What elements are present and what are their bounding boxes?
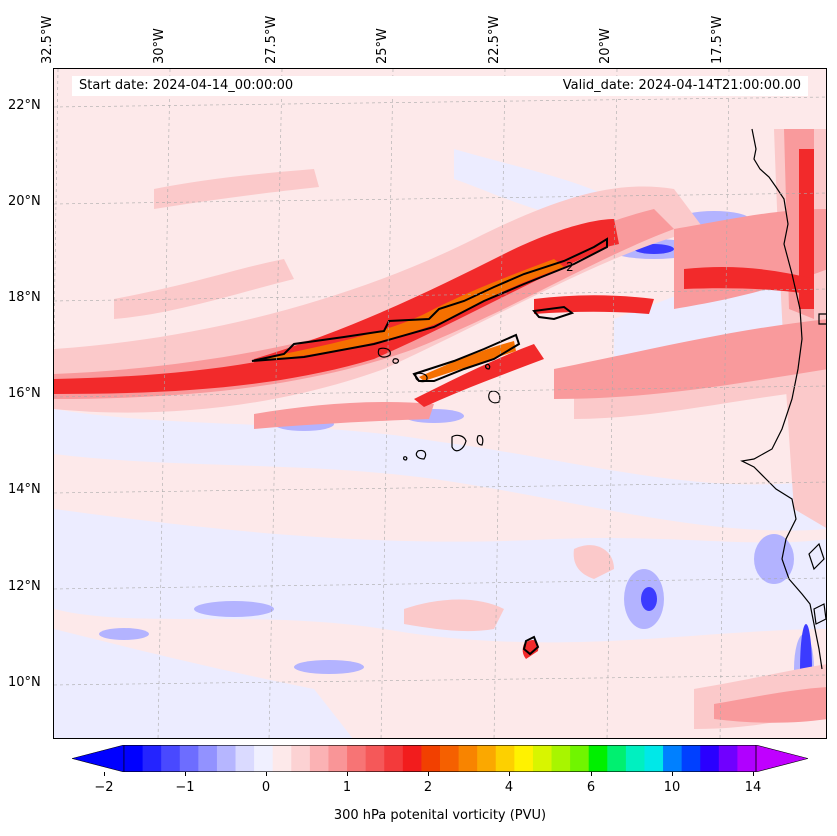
colorbar-tick-label: 14 <box>744 780 762 795</box>
colorbar-swatch <box>384 745 404 772</box>
lon-label: 32.5°W <box>40 15 55 64</box>
colorbar-swatch <box>495 745 515 772</box>
colorbar-swatch <box>644 745 664 772</box>
colorbar-tickmark <box>591 772 592 776</box>
lat-label: 14°N <box>8 482 41 497</box>
colorbar-swatch <box>235 745 255 772</box>
colorbar-swatch <box>402 745 422 772</box>
colorbar-swatch <box>124 745 144 772</box>
lon-label: 20°W <box>598 28 613 64</box>
colorbar-swatch <box>551 745 571 772</box>
colorbar-tickmark <box>266 772 267 776</box>
colorbar-tick-label: 1 <box>342 780 352 795</box>
colorbar-swatch <box>328 745 348 772</box>
colorbar <box>70 744 810 773</box>
colorbar-outline <box>123 745 757 772</box>
colorbar-swatch <box>607 745 627 772</box>
colorbar-swatch <box>477 745 497 772</box>
colorbar-swatch <box>570 745 590 772</box>
colorbar-tick-label: 2 <box>423 780 433 795</box>
colorbar-extend-high <box>755 744 810 773</box>
colorbar-tick-label: 0 <box>261 780 271 795</box>
colorbar-swatch <box>588 745 608 772</box>
colorbar-swatch <box>179 745 199 772</box>
colorbar-swatch <box>532 745 553 772</box>
colorbar-tickmark <box>428 772 429 776</box>
coastline <box>377 128 826 670</box>
colorbar-swatch <box>198 745 218 772</box>
colorbar-tick-label: 4 <box>504 780 514 795</box>
lon-label: 30°W <box>152 28 167 64</box>
colorbar-swatch <box>161 745 181 772</box>
colorbar-swatch <box>718 745 738 772</box>
map-panel: 2 <box>53 68 827 739</box>
lon-label: 17.5°W <box>710 15 725 64</box>
lat-label: 16°N <box>8 386 41 401</box>
colorbar-swatch <box>272 745 292 772</box>
colorbar-swatch <box>458 745 478 772</box>
lon-label: 25°W <box>375 28 390 64</box>
lat-label: 18°N <box>8 290 41 305</box>
colorbar-swatch <box>625 745 645 772</box>
colorbar-label: 300 hPa potenital vorticity (PVU) <box>333 808 547 823</box>
colorbar-swatch <box>681 745 701 772</box>
start-date-text: Start date: 2024-04-14_00:00:00 <box>79 78 294 93</box>
colorbar-swatch <box>440 745 460 772</box>
colorbar-swatches <box>70 744 810 773</box>
colorbar-extend-low <box>70 744 125 773</box>
date-info-box: Start date: 2024-04-14_00:00:00 Valid_da… <box>72 76 808 96</box>
colorbar-tickmark <box>104 772 105 776</box>
colorbar-tick-label: 10 <box>663 780 681 795</box>
colorbar-swatch <box>216 745 237 772</box>
colorbar-tickmark <box>185 772 186 776</box>
colorbar-swatch <box>663 745 683 772</box>
colorbar-tickmark <box>509 772 510 776</box>
contour-label: 2 <box>566 260 574 274</box>
colorbar-swatch <box>514 745 534 772</box>
colorbar-tick-label: 6 <box>586 780 596 795</box>
lat-label: 20°N <box>8 194 41 209</box>
colorbar-swatch <box>700 745 720 772</box>
colorbar-swatch <box>254 745 274 772</box>
colorbar-tickmark <box>753 772 754 776</box>
lat-label: 10°N <box>8 675 41 690</box>
colorbar-tickmark <box>672 772 673 776</box>
pv-field-orange <box>259 259 564 381</box>
colorbar-swatch <box>421 745 441 772</box>
colorbar-tickmark <box>347 772 348 776</box>
valid-date-text: Valid_date: 2024-04-14T21:00:00.00 <box>562 78 801 93</box>
colorbar-tick-label: −2 <box>94 780 114 795</box>
colorbar-swatch <box>347 745 367 772</box>
lat-label: 22°N <box>8 98 41 113</box>
colorbar-swatch <box>291 745 311 772</box>
colorbar-swatch <box>365 745 385 772</box>
lon-label: 27.5°W <box>264 15 279 64</box>
colorbar-swatch <box>142 745 162 772</box>
graticule <box>54 69 826 738</box>
map-field: 2 <box>54 69 826 738</box>
colorbar-tick-label: −1 <box>175 780 195 795</box>
pv-field-red <box>54 149 814 659</box>
colorbar-swatch <box>737 745 757 772</box>
lat-label: 12°N <box>8 579 41 594</box>
lon-label: 22.5°W <box>487 15 502 64</box>
colorbar-swatch <box>309 745 329 772</box>
